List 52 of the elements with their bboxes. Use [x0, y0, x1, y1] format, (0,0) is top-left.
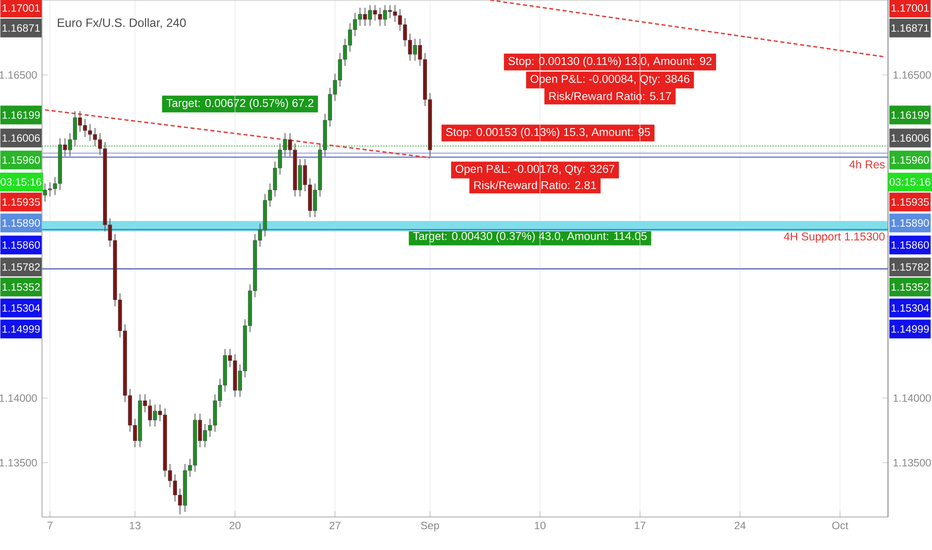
text: Euro Fx/U.S. Dollar, 240 [58, 18, 186, 28]
annotation: Stop: 0.00130 (0.11%) 13.0, Amount: 92 [508, 56, 712, 68]
text: 1.15352 [2, 283, 40, 291]
annotation: Risk/Reward Ratio: 5.17 [549, 92, 672, 100]
x-tick-label: Sep [420, 522, 440, 532]
x-tick-label: 7 [48, 522, 52, 530]
text: 1.15782 [892, 263, 929, 271]
text: 1.15304 [892, 304, 929, 312]
text: 1.15304 [2, 304, 40, 312]
x-tick-label: 10 [534, 522, 546, 530]
x-tick-label: 13 [130, 522, 140, 530]
text: 1.15860 [2, 241, 40, 249]
text: 1.15352 [892, 283, 929, 291]
text: 1.16199 [892, 111, 929, 119]
text: 1.15960 [2, 156, 40, 164]
y2-tick-label: 1.13500 [894, 458, 931, 466]
text: 1.15935 [2, 198, 40, 206]
x-tick-label: 27 [330, 522, 340, 530]
text: 1.16871 [2, 24, 40, 32]
annotation: Target: 0.00672 (0.57%) 67.2 [166, 98, 314, 110]
text: 1.15935 [892, 198, 929, 206]
annotation: Stop: 0.00153 (0.13%) 15.3, Amount: 95 [446, 128, 650, 138]
text: 1.16006 [892, 134, 929, 142]
text: 1.15890 [892, 219, 929, 227]
text: 1.15782 [2, 263, 40, 271]
text: 1.17001 [892, 4, 929, 12]
y-tick-label: 1.14000 [0, 394, 37, 402]
x-tick-label: Oct [832, 522, 848, 530]
y2-tick-label: 1.14000 [894, 394, 931, 402]
x-tick-label: 17 [634, 522, 646, 530]
ref-line-label: 4h Res [849, 160, 885, 168]
text: 1.15890 [2, 219, 40, 227]
x-tick-label: 24 [734, 522, 746, 530]
annotation: Risk/Reward Ratio: 2.81 [474, 180, 596, 190]
text: 1.15860 [892, 241, 929, 249]
annotation: Target: 0.00430 (0.37%) 43.0, Amount: 114.05 [413, 232, 647, 242]
y2-tick-label: 1.16500 [894, 71, 931, 79]
y-tick-label: 1.16500 [0, 71, 37, 79]
text: 1.15960 [892, 156, 929, 164]
annotation: Open P&L: -0.00178, Qty: 3267 [456, 164, 614, 176]
text: 03:15:16 [890, 178, 930, 186]
x-tick-label: 20 [230, 522, 241, 530]
text: 1.17001 [2, 4, 40, 12]
annotation: Open P&L: -0.00084, Qty: 3846 [530, 74, 690, 86]
ref-line-label: 4H Support 1.15300 [784, 232, 885, 243]
text: 1.14999 [892, 325, 929, 333]
text: 1.16871 [892, 24, 929, 32]
text: 1.16006 [2, 134, 40, 142]
y-tick-label: 1.13500 [0, 458, 37, 466]
text: 1.14999 [2, 325, 40, 333]
text: 1.16199 [2, 111, 40, 119]
text: 03:15:16 [0, 178, 42, 186]
